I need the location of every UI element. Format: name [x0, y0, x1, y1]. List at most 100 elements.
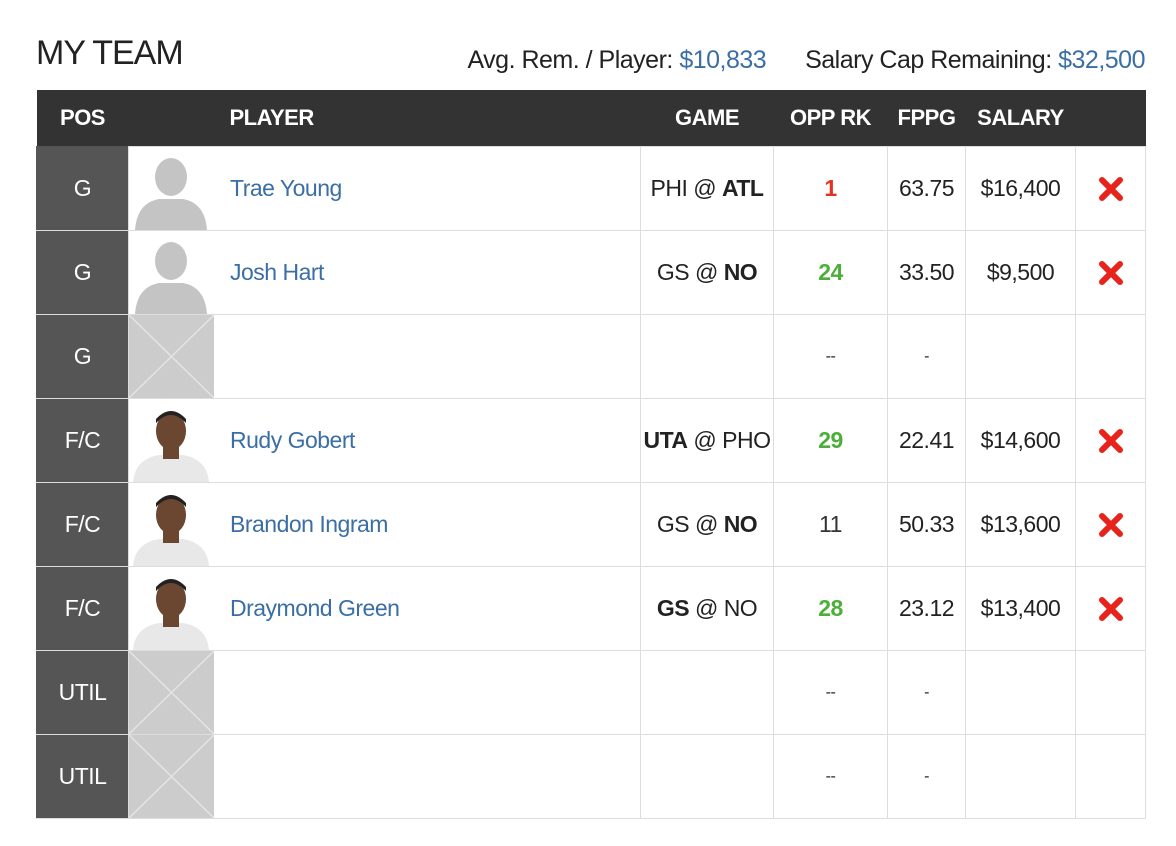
fppg: 23.12 [887, 566, 966, 651]
player-name[interactable]: Trae Young [230, 175, 342, 201]
avatar-cell [128, 482, 214, 567]
player-row: F/C Draymond Green GS @ NO 28 23.12 $13,400 [36, 566, 1146, 651]
column-header: OPP RK [773, 90, 888, 147]
salary: $13,400 [980, 595, 1061, 621]
game-sep: @ [693, 427, 717, 453]
player-name[interactable]: Draymond Green [230, 595, 400, 621]
header-spacer [128, 90, 214, 147]
fppg: - [887, 650, 966, 735]
game-away: PHI [650, 175, 688, 201]
delete-cell [1075, 650, 1146, 735]
avatar [129, 399, 214, 482]
opp-rank: 1 [773, 146, 888, 231]
avatar [129, 483, 214, 566]
avatar [129, 315, 214, 398]
player-cell: Trae Young [213, 146, 641, 231]
salary-cell [965, 650, 1076, 735]
player-row: UTIL -- - [36, 650, 1146, 735]
avatar-cell [128, 314, 214, 399]
game-sep: @ [694, 511, 718, 537]
team-table: POS PLAYER GAME OPP RK FPPG SALARY G Trae Youn… [36, 90, 1146, 819]
salary-cell: $16,400 [965, 146, 1076, 231]
header-spacer [1075, 90, 1146, 147]
column-header: GAME [640, 90, 774, 147]
game-home: PHO [722, 427, 771, 453]
salary: $16,400 [980, 175, 1061, 201]
salary-cell: $9,500 [965, 230, 1076, 315]
player-name[interactable]: Brandon Ingram [230, 511, 388, 537]
remove-button[interactable] [1098, 176, 1124, 202]
avatar-cell [128, 650, 214, 735]
salary-cell [965, 314, 1076, 399]
header-row: POS PLAYER GAME OPP RK FPPG SALARY [36, 90, 1146, 147]
column-header: SALARY [965, 90, 1076, 147]
position: G [36, 146, 129, 231]
player-name[interactable]: Rudy Gobert [230, 427, 355, 453]
salary-cell: $13,600 [965, 482, 1076, 567]
remove-button[interactable] [1098, 596, 1124, 622]
player-row: F/C Brandon Ingram GS @ NO 11 50.33 $13,600 [36, 482, 1146, 567]
game-away: GS [656, 595, 690, 621]
player-cell: Josh Hart [213, 230, 641, 315]
fppg: 33.50 [887, 230, 966, 315]
avatar-cell [128, 566, 214, 651]
position: F/C [36, 566, 129, 651]
column-header: POS [36, 90, 129, 147]
title: MY TEAM [36, 34, 184, 72]
player-cell [213, 734, 641, 819]
avg-value: $10,833 [679, 46, 767, 74]
position: F/C [36, 398, 129, 483]
player-cell: Brandon Ingram [213, 482, 641, 567]
game-cell: GS @ NO [640, 566, 774, 651]
game-sep: @ [694, 595, 718, 621]
opp-rank: 24 [773, 230, 888, 315]
player-name[interactable]: Josh Hart [230, 259, 324, 285]
column-header: PLAYER [213, 90, 641, 147]
avatar [129, 735, 214, 818]
game-cell: PHI @ ATL [640, 146, 774, 231]
player-row: UTIL -- - [36, 734, 1146, 819]
salary: $13,600 [980, 511, 1061, 537]
avatar-cell [128, 734, 214, 819]
delete-cell [1075, 482, 1146, 567]
game-sep: @ [694, 259, 718, 285]
game-cell: UTA @ PHO [640, 398, 774, 483]
position: G [36, 314, 129, 399]
position: UTIL [36, 650, 129, 735]
avg-label: Avg. Rem. / Player: [467, 46, 673, 74]
opp-rank: 29 [773, 398, 888, 483]
game-cell [640, 314, 774, 399]
salary-cell: $13,400 [965, 566, 1076, 651]
salary: $9,500 [986, 259, 1055, 285]
salary: $14,600 [980, 427, 1061, 453]
avatar-cell [128, 146, 214, 231]
avatar [129, 147, 214, 230]
game-away: UTA [643, 427, 688, 453]
opp-rank: -- [773, 650, 888, 735]
column-header: FPPG [887, 90, 966, 147]
fppg: 63.75 [887, 146, 966, 231]
salary-cell [965, 734, 1076, 819]
opp-rank: 11 [773, 482, 888, 567]
position: G [36, 230, 129, 315]
game-cell [640, 650, 774, 735]
game-home: NO [723, 595, 758, 621]
game-away: GS [656, 511, 690, 537]
avatar-cell [128, 230, 214, 315]
position: F/C [36, 482, 129, 567]
remove-button[interactable] [1098, 428, 1124, 454]
player-cell: Rudy Gobert [213, 398, 641, 483]
delete-cell [1075, 146, 1146, 231]
fppg: - [887, 734, 966, 819]
avatar-cell [128, 398, 214, 483]
remove-button[interactable] [1098, 512, 1124, 538]
game-home: ATL [721, 175, 764, 201]
player-cell [213, 314, 641, 399]
salary-cell: $14,600 [965, 398, 1076, 483]
delete-cell [1075, 398, 1146, 483]
player-cell: Draymond Green [213, 566, 641, 651]
remove-button[interactable] [1098, 260, 1124, 286]
player-row: G Trae Young PHI @ ATL 1 63.75 $16,400 [36, 146, 1146, 231]
avatar [129, 567, 214, 650]
